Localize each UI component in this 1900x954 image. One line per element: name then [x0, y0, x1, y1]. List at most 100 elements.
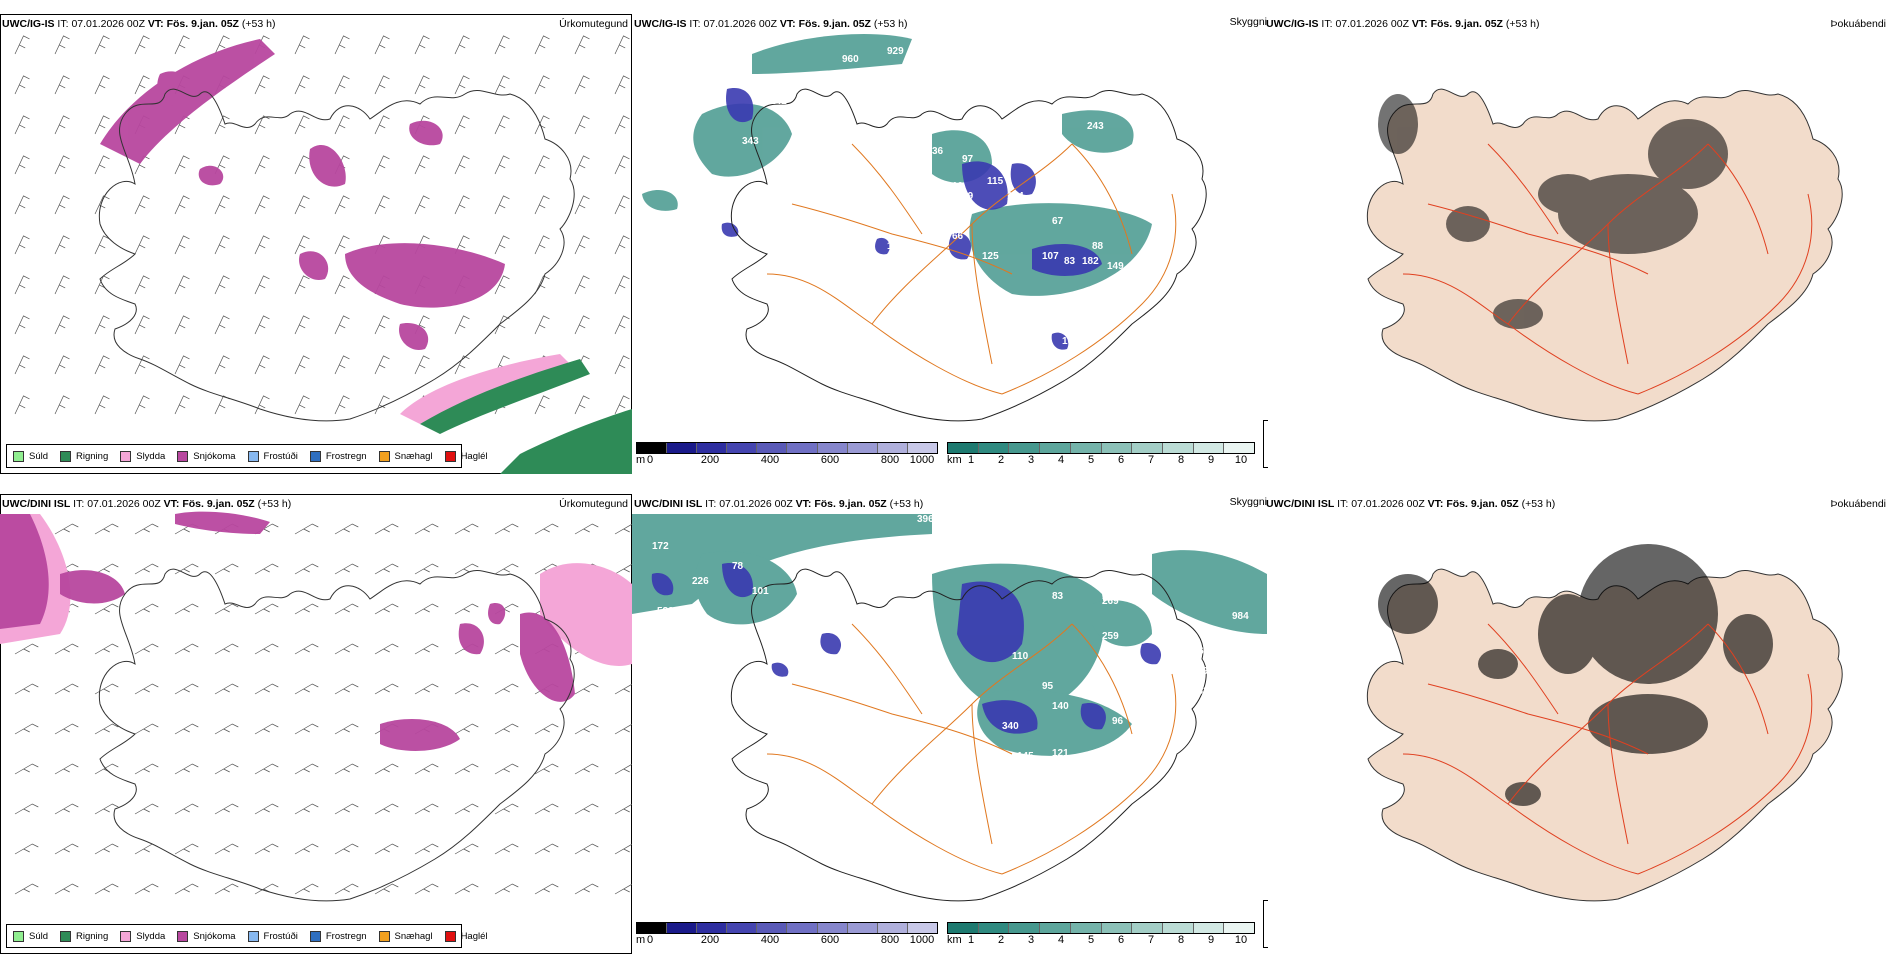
coastline — [730, 88, 1207, 422]
roads — [1402, 623, 1813, 875]
visibility-tick: 5 — [1087, 454, 1095, 466]
wind-barb — [414, 763, 439, 775]
wind-barb — [534, 235, 550, 255]
wind-barb — [14, 35, 30, 55]
wind-barb — [254, 155, 270, 175]
panel-precip-type-ig: UWC/IG-IS IT: 07.01.2026 00Z VT: Fös. 9.… — [0, 14, 632, 474]
outline-path — [1637, 193, 1813, 395]
ceiling-tick: 200 — [700, 454, 720, 466]
ceiling-label: 88 — [1092, 241, 1104, 252]
wind-barb — [254, 883, 279, 895]
freezing-drizzle-swatch — [247, 450, 259, 462]
wind-barb — [14, 395, 30, 415]
wind-barb — [14, 195, 30, 215]
ceiling-label: 96 — [1112, 716, 1124, 727]
wind-barb — [94, 643, 119, 655]
fog-map — [1366, 88, 1843, 422]
wind-barb — [614, 35, 630, 55]
wind-barb — [94, 843, 119, 855]
ceiling-step-6 — [787, 923, 818, 933]
wind-barb — [54, 395, 70, 415]
wind-barb — [574, 723, 599, 735]
wind-barb — [334, 395, 350, 415]
wind-barb — [214, 115, 230, 135]
wind-barb — [414, 523, 439, 535]
ceiling-step-8 — [847, 923, 878, 933]
ceiling-tick: 1000 — [909, 934, 935, 946]
panel-field-label: Úrkomutegund — [559, 498, 628, 510]
outline-path — [766, 273, 1003, 395]
outline-path — [1707, 143, 1769, 255]
ceiling-label: 125 — [982, 251, 999, 262]
wind-barb — [454, 603, 479, 615]
wind-barb — [374, 603, 399, 615]
wind-barbs — [14, 35, 630, 415]
drizzle-swatch — [13, 930, 24, 942]
wind-barb — [214, 315, 230, 335]
wind-barb — [54, 843, 79, 855]
wind-barb — [374, 315, 390, 335]
visibility-ticks: 1 2 3 4 5 6 7 8 9 10 — [947, 454, 1253, 470]
legend-item-freezing-rain: Frostregn — [304, 930, 373, 942]
roads — [766, 143, 1177, 395]
wind-barb — [134, 763, 159, 775]
wind-barb — [174, 315, 190, 335]
wind-barb — [174, 763, 199, 775]
ceiling-label: 104 — [1007, 191, 1024, 202]
wind-barb — [334, 723, 359, 735]
wind-barb — [414, 843, 439, 855]
ceiling-tick: 600 — [820, 934, 840, 946]
visibility-step-1 — [948, 923, 979, 933]
wind-barb — [294, 395, 310, 415]
wind-barb — [54, 35, 70, 55]
ceiling-tick: 0 — [646, 454, 654, 466]
panel-fog-ig: UWC/IG-IS IT: 07.01.2026 00Z VT: Fös. 9.… — [1266, 14, 1900, 474]
wind-barb — [94, 355, 110, 375]
panel-field-label: Þokuábendi — [1830, 498, 1886, 510]
ceiling-unit: m — [636, 934, 646, 946]
panel-title: UWC/DINI ISL IT: 07.01.2026 00Z VT: Fös.… — [2, 498, 292, 510]
wind-barb — [94, 155, 110, 175]
ceiling-step-6 — [787, 443, 818, 453]
visibility-tick: 8 — [1177, 934, 1185, 946]
ceiling-label: 217 — [1094, 161, 1111, 172]
ceiling-tick: 200 — [700, 934, 720, 946]
visibility-colorbar-bar — [947, 442, 1255, 454]
wind-barb — [214, 883, 239, 895]
ceiling-colorbar: 0 200 400 600 800 1000 m — [636, 442, 938, 472]
freezing-rain-swatch — [309, 450, 321, 462]
legend-item-hail: Haglél — [439, 930, 494, 942]
wind-barb — [214, 763, 239, 775]
wind-barb — [174, 355, 190, 375]
wind-barb — [54, 883, 79, 895]
wind-barb — [374, 843, 399, 855]
wind-barb — [254, 803, 279, 815]
visibility-step-7 — [1132, 443, 1163, 453]
panel-title: UWC/IG-IS IT: 07.01.2026 00Z VT: Fös. 9.… — [634, 18, 908, 30]
wind-barb — [14, 763, 39, 775]
wind-barb — [414, 355, 430, 375]
drizzle-swatch — [13, 450, 24, 462]
wind-barb — [614, 803, 632, 815]
ceiling-label: 226 — [692, 576, 709, 587]
ceiling-step-1 — [637, 443, 668, 453]
ceiling-label: 141 — [770, 96, 787, 107]
ceiling-label: 149 — [1107, 261, 1124, 272]
legend-item-rain: Rigning — [54, 930, 114, 942]
wind-barb — [294, 235, 310, 255]
wind-barb — [454, 523, 479, 535]
visibility-tick: 6 — [1117, 454, 1125, 466]
wind-barb — [134, 235, 150, 255]
wind-barb — [14, 643, 39, 655]
ceiling-tick: 400 — [760, 934, 780, 946]
wind-barb — [454, 75, 470, 95]
ceiling-label: 196 — [1187, 646, 1204, 657]
wind-barb — [294, 523, 319, 535]
wind-barb — [14, 155, 30, 175]
wind-barb — [294, 763, 319, 775]
wind-barb — [414, 75, 430, 95]
wind-barb — [574, 75, 590, 95]
wind-barb — [574, 195, 590, 215]
outline-path — [730, 88, 1207, 422]
wind-barb — [614, 315, 630, 335]
